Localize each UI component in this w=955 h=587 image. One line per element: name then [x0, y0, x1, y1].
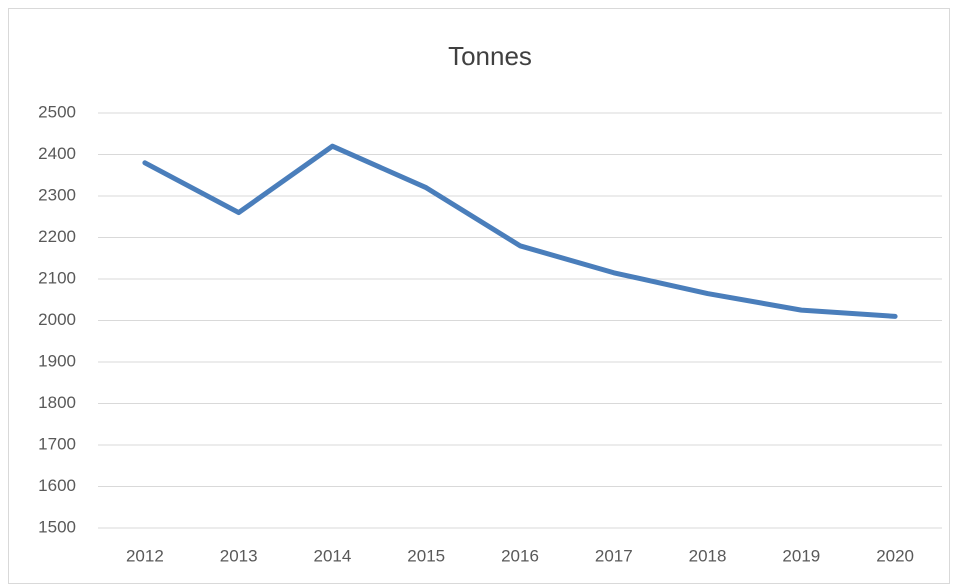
- y-tick-label: 2400: [38, 144, 76, 163]
- y-tick-label: 2500: [38, 102, 76, 121]
- y-tick-label: 1800: [38, 393, 76, 412]
- chart-border: [8, 8, 950, 584]
- x-tick-label: 2020: [876, 546, 914, 565]
- chart-title: Tonnes: [448, 41, 532, 71]
- x-tick-label: 2018: [689, 546, 727, 565]
- y-tick-label: 1600: [38, 476, 76, 495]
- y-tick-label: 2300: [38, 185, 76, 204]
- x-tick-label: 2019: [782, 546, 820, 565]
- y-tick-label: 2100: [38, 268, 76, 287]
- x-tick-label: 2012: [126, 546, 164, 565]
- x-tick-label: 2017: [595, 546, 633, 565]
- line-series: [142, 143, 898, 319]
- y-tick-label: 1500: [38, 517, 76, 536]
- y-tick-label: 1700: [38, 434, 76, 453]
- x-tick-label: 2016: [501, 546, 539, 565]
- y-tick-label: 1900: [38, 351, 76, 370]
- x-tick-label: 2013: [220, 546, 258, 565]
- y-tick-label: 2200: [38, 227, 76, 246]
- x-tick-label: 2015: [407, 546, 445, 565]
- y-tick-label: 2000: [38, 310, 76, 329]
- x-tick-label: 2014: [314, 546, 352, 565]
